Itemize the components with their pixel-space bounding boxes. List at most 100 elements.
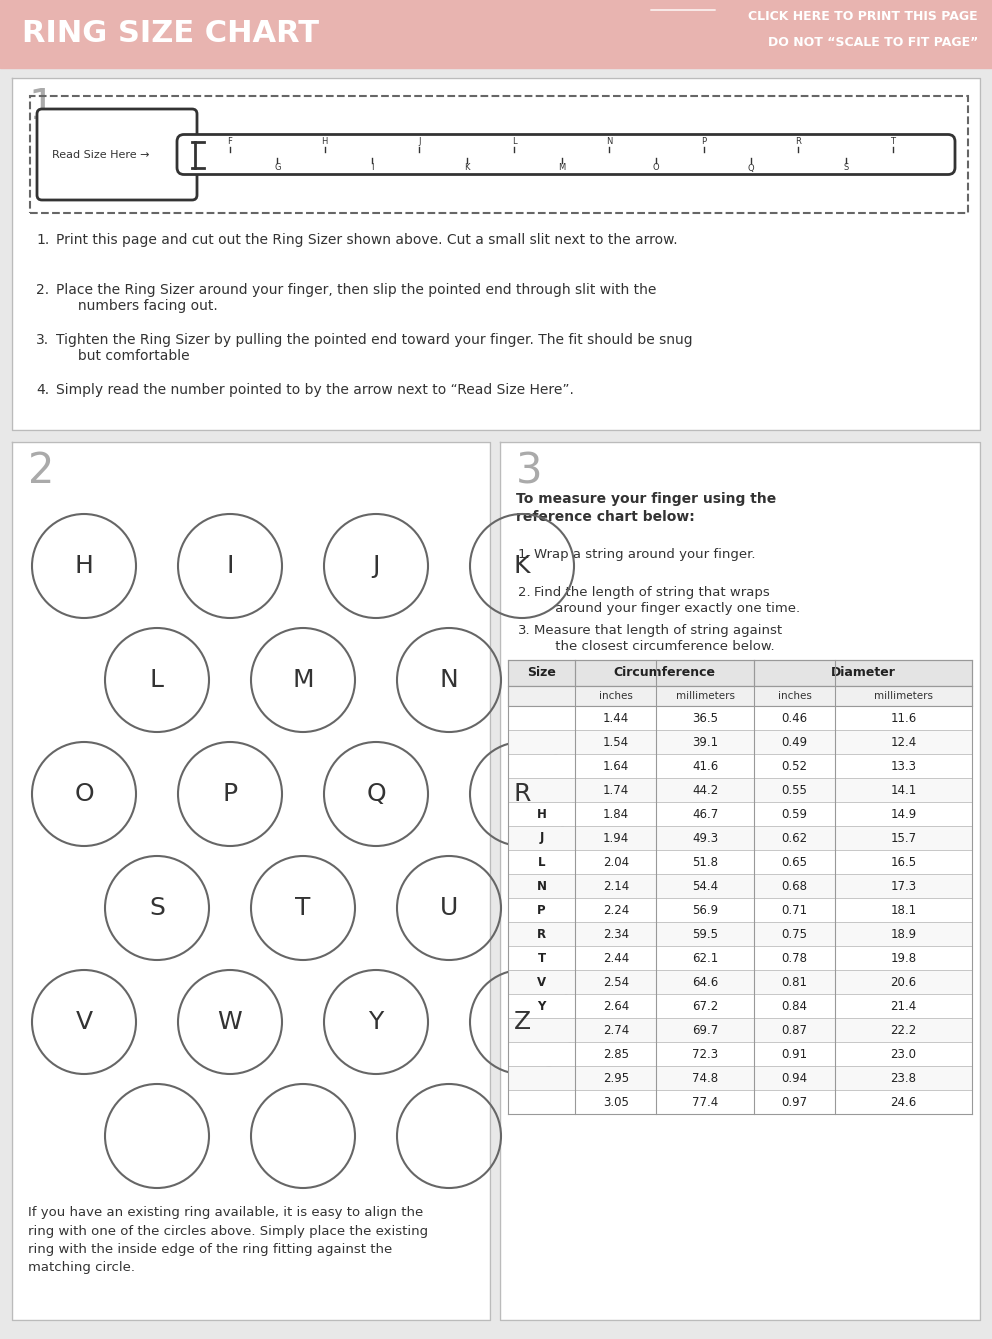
Bar <box>508 730 972 754</box>
Text: 64.6: 64.6 <box>692 976 718 988</box>
Text: 2: 2 <box>28 450 55 491</box>
Text: W: W <box>217 1010 242 1034</box>
Text: 2.34: 2.34 <box>603 928 629 940</box>
Bar <box>508 850 972 874</box>
Text: 17.3: 17.3 <box>891 880 917 893</box>
Text: M: M <box>293 668 313 692</box>
Text: 0.91: 0.91 <box>782 1047 807 1060</box>
Text: 2.54: 2.54 <box>603 976 629 988</box>
Text: 67.2: 67.2 <box>692 999 718 1012</box>
Text: 1.: 1. <box>518 548 531 561</box>
Text: Size: Size <box>527 667 557 679</box>
Text: K: K <box>464 163 469 173</box>
Bar <box>508 945 972 969</box>
Text: I: I <box>226 554 234 578</box>
Text: U: U <box>439 896 458 920</box>
Text: 62.1: 62.1 <box>692 952 718 964</box>
Text: 4.: 4. <box>36 383 50 396</box>
Text: O: O <box>74 782 94 806</box>
Text: 18.1: 18.1 <box>891 904 917 916</box>
Bar <box>508 874 972 898</box>
Text: 12.4: 12.4 <box>891 735 917 749</box>
Text: P: P <box>538 904 546 916</box>
Text: RING SIZE CHART: RING SIZE CHART <box>22 20 319 48</box>
Text: I: I <box>371 163 373 173</box>
Text: 77.4: 77.4 <box>692 1095 718 1109</box>
Text: CLICK HERE TO PRINT THIS PAGE: CLICK HERE TO PRINT THIS PAGE <box>748 9 978 23</box>
Text: T: T <box>891 137 896 146</box>
Text: 72.3: 72.3 <box>692 1047 718 1060</box>
Text: J: J <box>372 554 380 578</box>
Bar <box>508 660 972 686</box>
Text: 49.3: 49.3 <box>692 832 718 845</box>
Text: 0.75: 0.75 <box>782 928 807 940</box>
Text: 24.6: 24.6 <box>891 1095 917 1109</box>
Text: R: R <box>537 928 547 940</box>
Text: Find the length of string that wraps
     around your finger exactly one time.: Find the length of string that wraps aro… <box>534 586 801 615</box>
Text: 1.44: 1.44 <box>603 711 629 724</box>
Text: 3.: 3. <box>36 333 50 347</box>
Text: 74.8: 74.8 <box>692 1071 718 1085</box>
Text: 2.: 2. <box>36 283 50 297</box>
Bar <box>508 1042 972 1066</box>
Text: 0.84: 0.84 <box>782 999 807 1012</box>
Text: 2.95: 2.95 <box>603 1071 629 1085</box>
Text: 1: 1 <box>28 86 55 129</box>
Text: 56.9: 56.9 <box>692 904 718 916</box>
Bar <box>508 1018 972 1042</box>
Text: 36.5: 36.5 <box>692 711 718 724</box>
Text: 1.: 1. <box>36 233 50 246</box>
Bar <box>508 1066 972 1090</box>
Text: 1.64: 1.64 <box>603 759 629 773</box>
Text: 0.59: 0.59 <box>782 807 807 821</box>
Text: 2.24: 2.24 <box>603 904 629 916</box>
Text: 3.: 3. <box>518 624 531 637</box>
Text: K: K <box>514 554 531 578</box>
Text: P: P <box>701 137 706 146</box>
Text: 0.81: 0.81 <box>782 976 807 988</box>
Text: 0.87: 0.87 <box>782 1023 807 1036</box>
Text: 20.6: 20.6 <box>891 976 917 988</box>
Text: N: N <box>439 668 458 692</box>
Text: 1.84: 1.84 <box>603 807 629 821</box>
Text: 16.5: 16.5 <box>891 856 917 869</box>
Bar <box>12 78 980 430</box>
Bar <box>508 778 972 802</box>
Text: 0.62: 0.62 <box>782 832 807 845</box>
Text: J: J <box>540 832 544 845</box>
Text: J: J <box>419 137 421 146</box>
Text: 0.46: 0.46 <box>782 711 807 724</box>
Text: 23.0: 23.0 <box>891 1047 917 1060</box>
Text: Q: Q <box>748 163 754 173</box>
Text: 18.9: 18.9 <box>891 928 917 940</box>
Bar <box>500 442 980 1320</box>
Bar <box>508 686 972 706</box>
Text: 0.49: 0.49 <box>782 735 807 749</box>
Text: N: N <box>606 137 612 146</box>
Text: 2.74: 2.74 <box>603 1023 629 1036</box>
Bar <box>508 923 972 945</box>
Text: R: R <box>513 782 531 806</box>
Text: V: V <box>537 976 547 988</box>
Text: 23.8: 23.8 <box>891 1071 917 1085</box>
Text: millimeters: millimeters <box>676 691 735 702</box>
Text: 2.14: 2.14 <box>603 880 629 893</box>
Text: 19.8: 19.8 <box>891 952 917 964</box>
Text: inches: inches <box>778 691 811 702</box>
Text: V: V <box>75 1010 92 1034</box>
Text: Circumference: Circumference <box>614 667 715 679</box>
Text: 0.78: 0.78 <box>782 952 807 964</box>
Text: 0.65: 0.65 <box>782 856 807 869</box>
Text: M: M <box>558 163 565 173</box>
Text: 15.7: 15.7 <box>891 832 917 845</box>
Text: O: O <box>653 163 660 173</box>
Text: T: T <box>538 952 546 964</box>
Bar <box>508 826 972 850</box>
Text: T: T <box>296 896 310 920</box>
Text: Z: Z <box>514 1010 531 1034</box>
Text: F: F <box>227 137 232 146</box>
Text: G: G <box>274 163 281 173</box>
Text: 21.4: 21.4 <box>891 999 917 1012</box>
Text: 69.7: 69.7 <box>692 1023 718 1036</box>
FancyBboxPatch shape <box>177 134 955 174</box>
